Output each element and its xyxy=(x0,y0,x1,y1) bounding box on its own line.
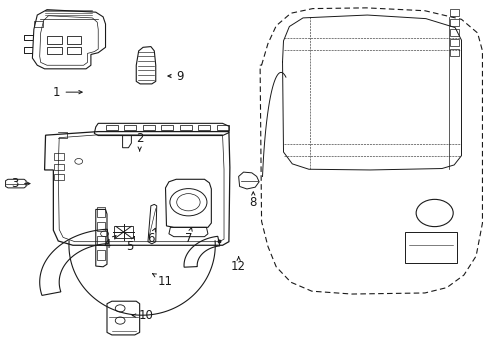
Bar xyxy=(198,125,210,130)
Bar xyxy=(54,163,64,170)
Text: 12: 12 xyxy=(231,257,245,273)
Bar xyxy=(449,19,458,26)
Bar xyxy=(97,236,105,245)
Bar xyxy=(449,39,458,46)
Bar xyxy=(124,125,136,130)
Bar xyxy=(47,46,61,54)
Bar xyxy=(161,125,173,130)
Text: 8: 8 xyxy=(249,192,256,209)
Bar xyxy=(66,46,81,54)
Bar xyxy=(54,174,64,180)
Bar xyxy=(66,36,81,44)
Bar xyxy=(449,49,458,56)
Bar xyxy=(47,36,61,44)
Text: 5: 5 xyxy=(126,237,134,253)
Bar xyxy=(449,29,458,36)
Bar xyxy=(216,125,228,130)
Text: 2: 2 xyxy=(136,132,143,151)
Bar xyxy=(449,9,458,16)
Text: 3: 3 xyxy=(12,177,30,190)
Bar xyxy=(97,207,105,217)
Bar xyxy=(97,250,105,260)
Text: 6: 6 xyxy=(147,228,155,244)
Bar xyxy=(179,125,191,130)
Bar xyxy=(34,21,42,27)
Text: 10: 10 xyxy=(132,309,153,322)
Bar xyxy=(97,222,105,231)
Text: 11: 11 xyxy=(152,274,173,288)
Text: 4: 4 xyxy=(103,235,116,251)
Text: 9: 9 xyxy=(167,69,183,82)
Bar xyxy=(105,125,118,130)
Bar xyxy=(54,153,64,160)
Bar xyxy=(114,226,133,238)
Text: 7: 7 xyxy=(184,228,192,244)
Text: 1: 1 xyxy=(53,86,82,99)
Bar xyxy=(142,125,155,130)
Bar xyxy=(405,231,456,263)
